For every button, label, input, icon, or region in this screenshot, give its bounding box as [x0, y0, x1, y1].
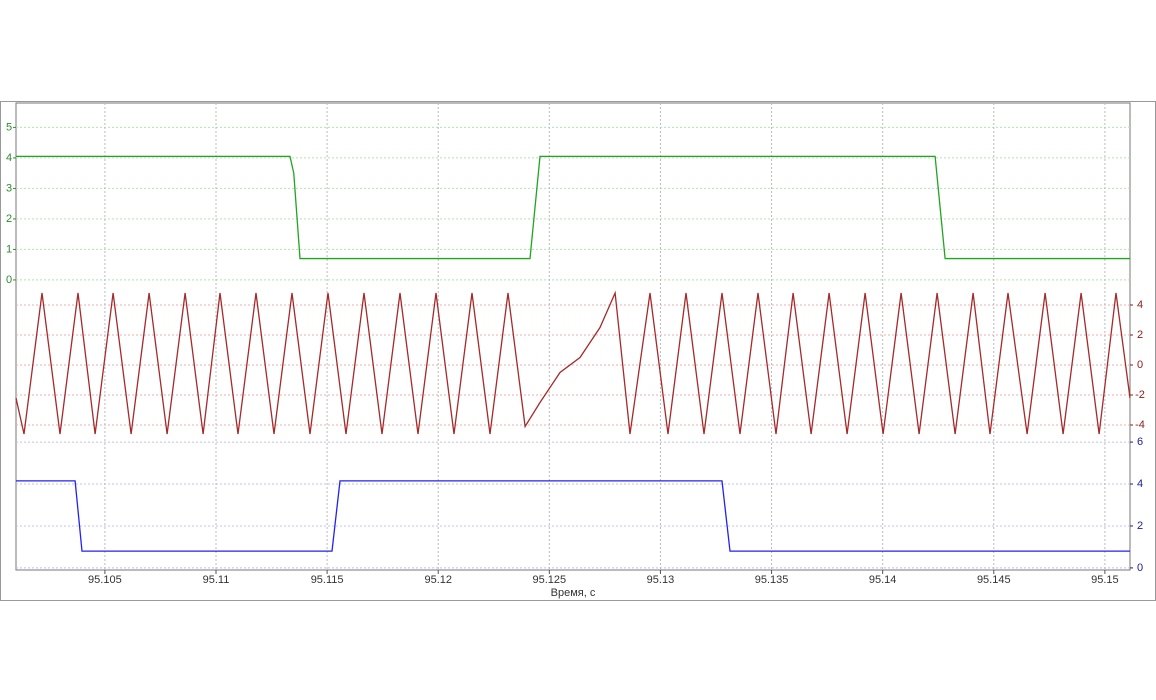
x-tick-label: 95.11 — [203, 574, 230, 586]
y-tick-label: 0 — [1137, 359, 1143, 371]
plot-area — [15, 102, 1131, 571]
marks — [15, 155, 1131, 552]
y-tick-label: 4 — [1137, 299, 1143, 311]
x-axis-label: Время, с — [551, 587, 596, 599]
y-tick-label: -4 — [1135, 419, 1145, 431]
x-tick-label: 95.14 — [869, 574, 897, 586]
x-tick-label: 95.13 — [647, 574, 675, 586]
y-tick-label: 4 — [1137, 478, 1143, 490]
x-tick-label: 95.12 — [424, 574, 452, 586]
x-tick-label: 95.15 — [1091, 574, 1119, 586]
y-tick-label: -2 — [1135, 389, 1145, 401]
signal-line — [16, 480, 1130, 552]
y-tick-label: 0 — [1137, 562, 1143, 574]
grid — [13, 103, 1133, 574]
y-tick-label: 2 — [6, 213, 12, 225]
x-tick-label: 95.105 — [88, 574, 122, 586]
x-tick-label: 95.135 — [755, 574, 789, 586]
y-tick-label: 5 — [6, 121, 12, 133]
x-tick-label: 95.145 — [977, 574, 1011, 586]
x-tick-label: 95.115 — [311, 574, 344, 586]
x-tick-label: 95.125 — [533, 574, 567, 586]
y-tick-label: 3 — [6, 182, 12, 194]
y-tick-label: 4 — [6, 152, 12, 164]
signal-line — [15, 290, 1131, 435]
y-tick-label: 6 — [1137, 436, 1143, 448]
signal-line — [16, 155, 1130, 260]
y-tick-label: 0 — [6, 274, 12, 286]
y-tick-label: 1 — [6, 243, 12, 255]
y-tick-label: 2 — [1137, 520, 1143, 532]
y-tick-label: 2 — [1137, 329, 1143, 341]
